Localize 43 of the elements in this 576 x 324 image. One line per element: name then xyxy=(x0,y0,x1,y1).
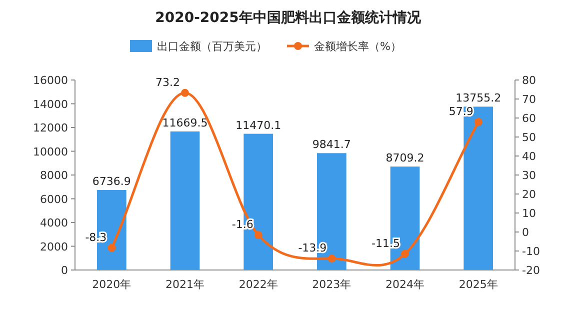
point xyxy=(108,244,116,252)
y2-tick-label: 50 xyxy=(522,131,536,144)
y-tick-label: 4000 xyxy=(40,216,68,230)
point xyxy=(401,250,409,258)
point xyxy=(181,88,189,97)
data-label: 13755.2 xyxy=(456,92,502,105)
y2-tick-label: 10 xyxy=(522,207,536,220)
data-label: 11470.1 xyxy=(236,118,282,132)
y2-tick-label: 70 xyxy=(522,93,536,106)
legend-label: 出口金额（百万美元） xyxy=(157,40,267,53)
y-tick-label: 2000 xyxy=(40,240,68,254)
y2-tick-label: 20 xyxy=(522,188,536,201)
data-label: 6736.9 xyxy=(92,175,131,188)
data-label: 73.2 xyxy=(156,76,180,89)
y2-tick-label: 40 xyxy=(522,150,536,163)
chart-title: 2020-2025年中国肥料出口金额统计情况 xyxy=(155,9,422,26)
x-tick-label: 2025年 xyxy=(458,278,498,291)
x-tick-label: 2021年 xyxy=(166,278,204,291)
y2-tick-label: -10 xyxy=(522,245,540,258)
y-tick-label: 12000 xyxy=(33,122,68,134)
legend-label: 金额增长率（%） xyxy=(314,40,402,53)
data-label: 11669.5 xyxy=(162,116,208,130)
y-tick-label: 16000 xyxy=(33,74,68,87)
point xyxy=(328,254,336,262)
x-tick-label: 2024年 xyxy=(386,278,424,291)
x-tick-label: 2022年 xyxy=(238,278,278,291)
point xyxy=(254,231,262,240)
y2-tick-label: 30 xyxy=(522,169,536,182)
y-tick-label: 8000 xyxy=(40,169,68,182)
x-tick-label: 2023年 xyxy=(312,278,352,291)
y2-tick-label: 60 xyxy=(522,112,536,125)
data-label: 8709.2 xyxy=(386,152,424,165)
y2-tick-label: 0 xyxy=(522,226,529,239)
y-tick-label: 10000 xyxy=(33,145,68,158)
bar xyxy=(170,131,200,270)
y-tick-label: 6000 xyxy=(40,192,68,206)
y-tick-label: 0 xyxy=(61,264,68,277)
y2-tick-label: -20 xyxy=(522,264,540,277)
y-tick-label: 14000 xyxy=(33,98,68,111)
data-label: 9841.7 xyxy=(312,138,351,152)
y2-tick-label: 80 xyxy=(522,74,536,87)
x-tick-label: 2020年 xyxy=(92,278,132,291)
point xyxy=(474,118,482,126)
